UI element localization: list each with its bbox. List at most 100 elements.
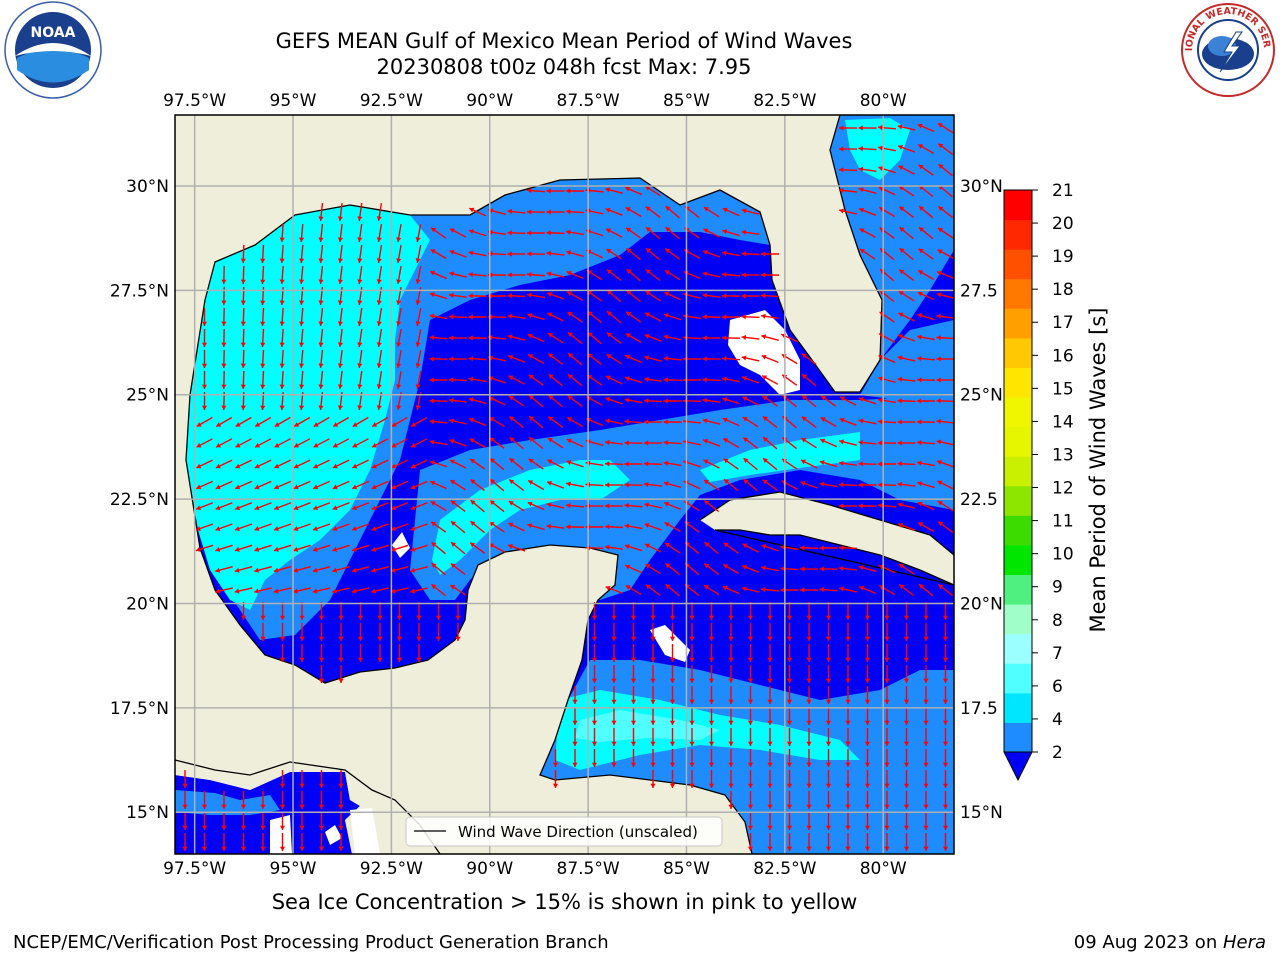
wind-arrow <box>313 459 330 469</box>
wind-arrow <box>396 350 402 368</box>
wind-arrow <box>450 584 466 596</box>
wind-arrow <box>260 833 266 851</box>
wind-arrow <box>624 461 643 467</box>
wind-arrow <box>806 749 812 767</box>
wind-arrow <box>689 770 695 788</box>
wind-arrow <box>916 377 936 383</box>
wind-arrow <box>897 461 916 467</box>
wind-arrow <box>626 247 641 261</box>
wind-arrow <box>799 566 819 572</box>
wind-arrow <box>351 480 370 490</box>
colorbar-tick-label: 14 <box>1052 412 1074 432</box>
wind-arrow <box>429 480 448 490</box>
wind-arrow <box>884 728 890 746</box>
wind-arrow <box>917 501 935 511</box>
wind-arrow <box>689 623 695 641</box>
wind-arrow <box>546 502 565 509</box>
wind-arrow <box>747 749 754 767</box>
wind-arrow <box>546 209 565 215</box>
wind-arrow <box>448 397 468 403</box>
wind-arrow <box>669 707 676 725</box>
wind-arrow <box>786 665 793 683</box>
wind-arrow <box>527 292 545 299</box>
wind-arrow <box>903 602 910 620</box>
wind-arrow <box>606 268 622 282</box>
wind-arrow <box>858 439 877 446</box>
wind-arrow <box>663 481 682 489</box>
wind-arrow <box>338 833 344 851</box>
no-data-area <box>270 815 292 854</box>
wind-arrow <box>761 354 779 364</box>
wind-arrow <box>877 502 897 509</box>
wind-arrow <box>884 749 890 767</box>
wind-arrow <box>591 644 598 662</box>
wind-arrow <box>825 686 832 704</box>
wind-arrow <box>567 395 583 407</box>
wind-arrow <box>645 563 661 575</box>
wind-arrow <box>254 438 272 448</box>
wind-arrow <box>429 398 448 404</box>
wind-arrow <box>884 707 890 725</box>
wind-arrow <box>942 707 949 725</box>
wind-arrow <box>760 586 780 593</box>
wind-arrow <box>416 623 422 641</box>
wind-arrow <box>528 415 544 429</box>
wind-arrow <box>838 565 858 572</box>
wind-arrow <box>240 265 246 285</box>
footer-date: 09 Aug 2023 on Hera <box>1074 932 1266 953</box>
wind-arrow <box>318 770 325 788</box>
wind-arrow <box>260 244 266 264</box>
wind-arrow <box>762 436 778 450</box>
wind-arrow <box>747 602 754 620</box>
wind-arrow <box>431 562 446 576</box>
wind-arrow <box>196 438 213 448</box>
colorbar-tick-label: 2 <box>1052 743 1063 763</box>
lon-tick-bottom: 82.5°W <box>753 859 816 879</box>
wind-arrow <box>215 438 233 448</box>
noaa-logo: NOAA <box>4 1 102 99</box>
wind-arrow <box>527 333 545 343</box>
wind-arrow <box>741 586 760 593</box>
wind-arrow <box>509 436 524 450</box>
wind-arrow <box>566 481 584 488</box>
wind-arrow <box>825 665 832 683</box>
wind-arrow <box>337 223 343 243</box>
wind-arrow <box>450 562 466 576</box>
wind-arrow <box>878 145 896 152</box>
wind-arrow <box>877 461 897 467</box>
wind-arrow <box>371 523 389 531</box>
wind-arrow <box>528 394 544 408</box>
colorbar-swatch <box>1004 604 1032 635</box>
wind-arrow <box>825 644 832 662</box>
wind-arrow <box>338 623 344 641</box>
wind-arrow <box>611 707 617 725</box>
wind-arrow <box>468 376 487 383</box>
wind-arrow <box>429 439 448 446</box>
wind-arrow <box>878 397 896 404</box>
wind-arrow <box>507 313 526 319</box>
wind-arrow <box>799 545 819 551</box>
wind-arrow <box>741 251 760 257</box>
colorbar-swatch <box>1004 190 1032 221</box>
wind-arrow <box>936 270 954 279</box>
high-period-zone <box>186 205 430 610</box>
wind-arrow <box>396 224 402 242</box>
wind-arrow <box>376 350 383 368</box>
wind-arrow <box>240 791 247 809</box>
wind-arrow <box>722 376 740 383</box>
wind-arrow <box>572 686 578 704</box>
wind-arrow <box>279 370 285 390</box>
wind-arrow <box>469 438 486 448</box>
wind-arrow <box>663 334 682 341</box>
wind-arrow <box>858 166 877 173</box>
wind-arrow <box>806 623 812 641</box>
wind-arrow <box>917 334 935 341</box>
wind-arrow <box>605 397 623 405</box>
wind-arrow <box>917 481 935 489</box>
wind-arrow <box>786 791 793 809</box>
wind-arrow <box>547 332 564 344</box>
wind-arrow <box>767 770 773 788</box>
wind-arrow <box>450 520 466 534</box>
wind-arrow <box>884 833 890 851</box>
wind-arrow <box>801 352 817 366</box>
